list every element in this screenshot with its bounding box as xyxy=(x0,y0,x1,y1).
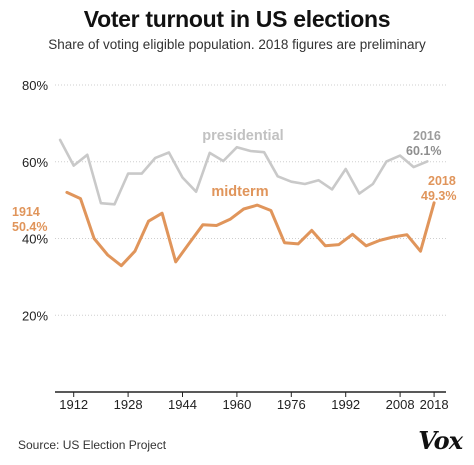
presidential-series-line xyxy=(58,138,429,206)
y-tick-label: 80% xyxy=(22,78,48,93)
midterm-series-line xyxy=(65,190,436,268)
midterm-end-value-label: 49.3% xyxy=(421,189,456,203)
x-tick-label: 1944 xyxy=(168,397,197,412)
chart-title: Voter turnout in US elections xyxy=(83,6,391,32)
x-tick-label: 1960 xyxy=(222,397,251,412)
x-tick-label: 1912 xyxy=(59,397,88,412)
source-note: Source: US Election Project xyxy=(18,438,167,452)
x-tick-label: 1928 xyxy=(114,397,143,412)
midterm-series-label: midterm xyxy=(211,184,268,200)
midterm-start-year-label: 1914 xyxy=(12,205,40,219)
x-tick-label: 2008 xyxy=(386,397,415,412)
x-tick-label: 1992 xyxy=(331,397,360,412)
midterm-end-year-label: 2018 xyxy=(428,174,456,188)
presidential-end-value-label: 60.1% xyxy=(406,144,441,158)
x-tick-label: 2018 xyxy=(420,397,449,412)
y-tick-label: 60% xyxy=(22,155,48,170)
midterm-start-value-label: 50.4% xyxy=(12,220,47,234)
presidential-series-label: presidential xyxy=(202,128,283,144)
y-tick-label: 40% xyxy=(22,232,48,247)
x-tick-label: 1976 xyxy=(277,397,306,412)
vox-logo: Vox xyxy=(418,426,463,455)
y-tick-label: 20% xyxy=(22,308,48,323)
presidential-end-year-label: 2016 xyxy=(413,129,441,143)
chart-subtitle: Share of voting eligible population. 201… xyxy=(48,37,426,52)
